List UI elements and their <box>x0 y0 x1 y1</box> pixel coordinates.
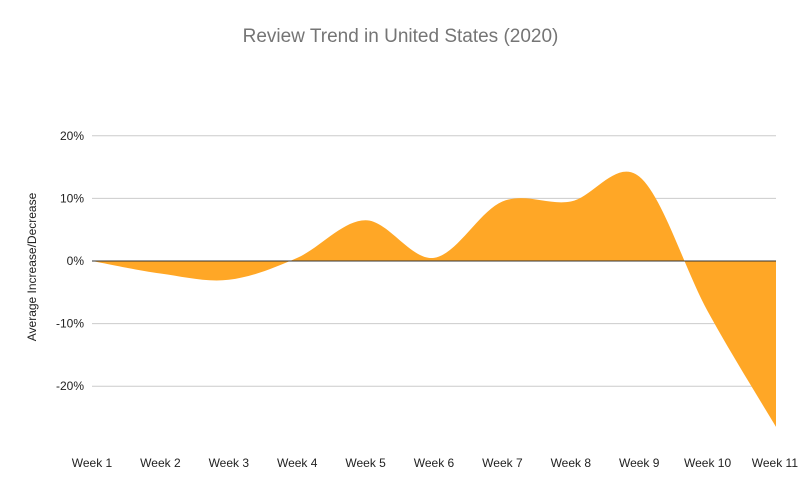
y-tick-label: -20% <box>56 379 84 393</box>
y-tick-labels: 20% 10% 0% -10% -20% <box>56 129 84 393</box>
x-tick-label: Week 2 <box>140 456 181 470</box>
y-tick-label: -10% <box>56 317 84 331</box>
x-tick-label: Week 10 <box>684 456 731 470</box>
area-series <box>92 171 776 427</box>
chart-title: Review Trend in United States (2020) <box>242 26 559 47</box>
x-tick-label: Week 4 <box>277 456 318 470</box>
series-area <box>92 171 776 427</box>
x-tick-label: Week 3 <box>209 456 250 470</box>
x-tick-label: Week 6 <box>414 456 455 470</box>
x-tick-label: Week 5 <box>345 456 386 470</box>
x-tick-label: Week 11 <box>752 456 799 470</box>
x-tick-labels: Week 1 Week 2 Week 3 Week 4 Week 5 Week 6 Week… <box>72 456 799 470</box>
x-tick-label: Week 9 <box>619 456 660 470</box>
x-tick-label: Week 1 <box>72 456 113 470</box>
y-tick-label: 20% <box>60 129 84 143</box>
y-tick-label: 10% <box>60 191 84 205</box>
x-tick-label: Week 7 <box>482 456 523 470</box>
gridlines <box>92 135 776 387</box>
y-tick-label: 0% <box>67 254 85 268</box>
x-tick-label: Week 8 <box>551 456 592 470</box>
